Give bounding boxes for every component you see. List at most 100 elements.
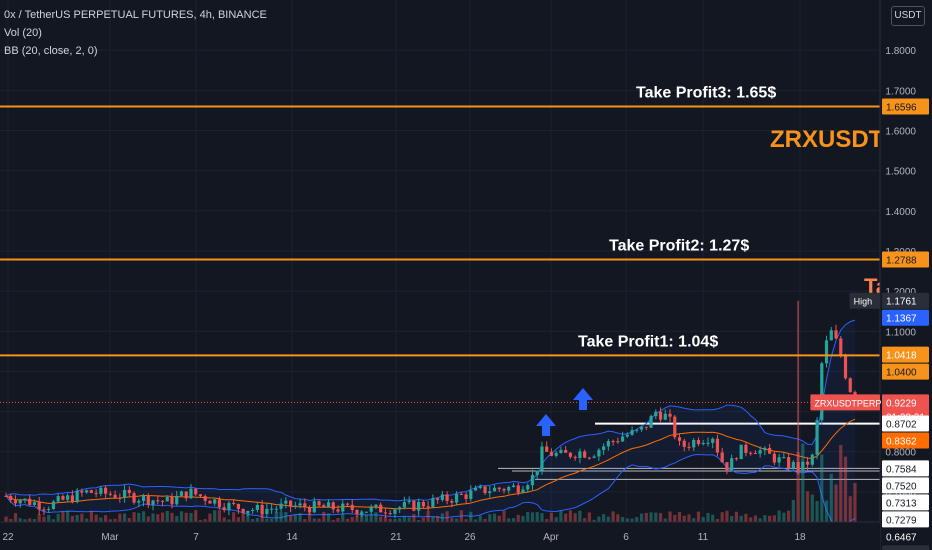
- currency-button[interactable]: USDT: [891, 6, 925, 26]
- price-label: 0.7279: [886, 515, 917, 526]
- candle-body: [459, 494, 463, 496]
- candle-body: [749, 452, 753, 454]
- volume-bar: [450, 517, 454, 522]
- volume-bar: [345, 518, 350, 522]
- volume-bar: [630, 518, 634, 522]
- x-tick-label: 21: [390, 532, 402, 543]
- candle-body: [820, 363, 824, 421]
- volume-bar: [56, 513, 60, 522]
- candle-body: [42, 509, 46, 511]
- volume-bar: [9, 518, 13, 522]
- volume-bar: [28, 518, 32, 522]
- candle-body: [217, 499, 222, 508]
- price-tag-box: [810, 394, 880, 411]
- price-label: 1.1761: [886, 297, 917, 308]
- volume-indicator-label[interactable]: Vol (20): [4, 27, 42, 39]
- candle-body: [388, 513, 392, 515]
- volume-bar: [156, 514, 160, 522]
- volume-bar: [213, 510, 217, 522]
- volume-bar: [198, 519, 203, 522]
- volume-bar: [312, 518, 316, 522]
- volume-bar: [459, 510, 463, 522]
- volume-bar: [350, 516, 354, 522]
- volume-bar: [663, 518, 667, 522]
- volume-bar: [298, 513, 302, 522]
- x-tick-label: 11: [698, 532, 709, 543]
- candle-body: [108, 493, 112, 495]
- x-tick-label: 26: [464, 532, 476, 543]
- volume-bar: [829, 473, 833, 522]
- candle-body: [706, 442, 710, 444]
- y-tick-label: 0.8000: [885, 448, 916, 459]
- volume-bar: [791, 499, 795, 522]
- volume-bar: [431, 516, 435, 522]
- volume-bar: [592, 519, 596, 522]
- candle-body: [270, 508, 274, 510]
- volume-bar: [255, 517, 259, 522]
- candle-body: [635, 429, 639, 431]
- time-axis[interactable]: 22 Mar 7 14 21 26 Apr 6 11 18: [0, 521, 880, 550]
- price-axis[interactable]: 1.80001.70001.60001.50001.40001.30001.20…: [810, 0, 932, 550]
- volume-bar: [141, 511, 146, 522]
- candle-body: [782, 457, 786, 459]
- x-tick-label: 22: [2, 532, 14, 543]
- candle-body: [611, 441, 615, 443]
- volume-bar: [559, 510, 563, 522]
- volume-bar: [307, 512, 312, 522]
- candle-body: [473, 487, 478, 491]
- volume-bar: [369, 514, 373, 522]
- price-label: 1.6596: [886, 103, 917, 114]
- volume-bar: [61, 511, 65, 522]
- candle-body: [839, 338, 843, 356]
- volume-bar: [13, 513, 18, 522]
- volume-bar: [284, 511, 288, 522]
- volume-bar: [51, 519, 56, 522]
- price-label: 0.7520: [886, 481, 917, 492]
- volume-bar: [739, 515, 743, 522]
- price-label: 0.8362: [886, 437, 917, 448]
- candle-body: [251, 509, 255, 511]
- volume-bar: [398, 518, 402, 522]
- candle-body: [568, 452, 573, 457]
- candle-body: [379, 504, 383, 513]
- candle-body: [668, 413, 672, 417]
- volume-bar: [379, 516, 383, 522]
- x-tick-label: 18: [794, 532, 806, 543]
- symbol-title[interactable]: 0x / TetherUS PERPETUAL FUTURES, 4h, BIN…: [4, 9, 267, 21]
- candle-body: [336, 509, 340, 512]
- volume-bar: [388, 518, 392, 522]
- candle-body: [383, 512, 388, 514]
- candle-body: [630, 430, 634, 435]
- volume-bar: [725, 510, 729, 522]
- volume-bar: [696, 511, 701, 522]
- candle-body: [113, 494, 117, 498]
- volume-bar: [824, 500, 829, 522]
- candle-body: [687, 446, 691, 448]
- x-tick-label: 14: [286, 532, 298, 543]
- volume-bar: [37, 514, 41, 522]
- volume-bar: [374, 512, 378, 522]
- candle-body: [132, 493, 136, 503]
- y-tick-label: 1.2000: [885, 287, 916, 298]
- candle-body: [654, 411, 658, 417]
- candle-body: [526, 485, 530, 490]
- volume-bar: [402, 516, 407, 522]
- candle-body: [331, 502, 335, 510]
- candle-body: [677, 437, 682, 441]
- volume-bar: [711, 514, 715, 522]
- volume-bar: [540, 513, 544, 522]
- candle-body: [350, 504, 354, 510]
- volume-bar: [184, 512, 188, 522]
- volume-bar: [706, 512, 710, 522]
- volume-bar: [497, 515, 501, 522]
- candle-body: [829, 330, 833, 341]
- volume-bar: [715, 519, 720, 522]
- candle-body: [175, 495, 179, 505]
- bb-indicator-label[interactable]: BB (20, close, 2, 0): [4, 45, 98, 57]
- volume-bar: [75, 514, 79, 522]
- volume-bar: [122, 513, 127, 522]
- volume-bar: [772, 515, 776, 522]
- arrow-up-icon: [573, 388, 593, 410]
- candle-body: [426, 506, 430, 508]
